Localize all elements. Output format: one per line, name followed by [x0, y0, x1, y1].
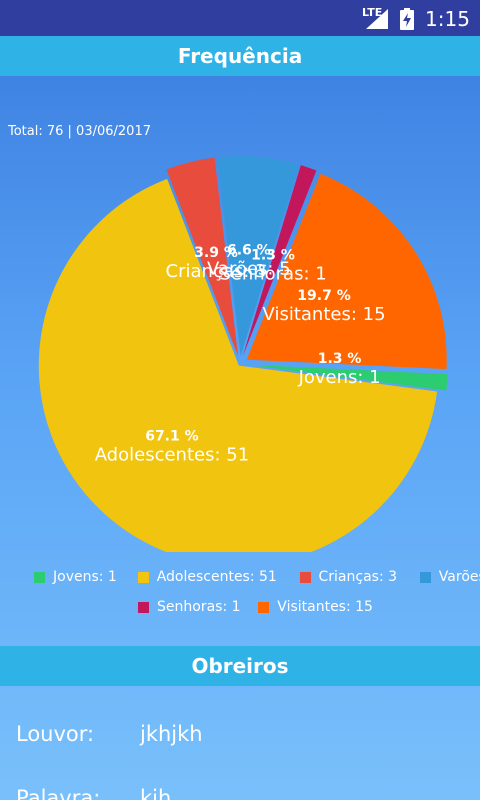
pie-value-label: Visitantes: 15 — [263, 304, 386, 325]
legend-swatch — [299, 571, 311, 583]
chart-legend: Jovens: 1 Adolescentes: 51 Crianças: 3 Varõ… — [0, 561, 480, 631]
pie-value-label: Varões: 5 — [207, 258, 291, 279]
pie-slice-adolescentes[interactable] — [38, 178, 438, 552]
legend-swatch — [137, 571, 149, 583]
pie-percent-label: 1.3 % — [318, 351, 362, 367]
pie-percent-label: 1.3 % — [251, 248, 295, 264]
status-bar: LTE 1:15 — [0, 0, 480, 36]
pie-slice-crianças[interactable] — [166, 157, 239, 357]
legend-swatch — [138, 601, 149, 613]
field-label: Louvor: — [16, 722, 95, 746]
legend-swatch — [419, 571, 431, 583]
legend-item: Jovens: 1 — [34, 569, 117, 585]
pie-slice-visitantes[interactable] — [246, 173, 447, 370]
legend-swatch — [258, 601, 270, 613]
legend-item: Visitantes: 15 — [258, 599, 373, 615]
field-louvor: Louvor: jkhjkh — [0, 722, 480, 762]
lte-indicator: LTE — [362, 6, 383, 19]
content-area[interactable]: Frequência Total: 76 | 03/06/2017 1.3 % J… — [0, 36, 480, 800]
pie-percent-label: 3.9 % — [194, 245, 238, 261]
battery-charging-icon — [400, 8, 414, 30]
pie-value-label: Senhoras: 1 — [219, 264, 326, 285]
clock: 1:15 — [425, 7, 470, 31]
field-value: jkhjkh — [140, 722, 203, 746]
pie-slice-senhoras[interactable] — [242, 165, 317, 357]
field-value: kjh — [140, 786, 172, 800]
total-summary: Total: 76 | 03/06/2017 — [8, 124, 151, 139]
pie-slice-jovens[interactable] — [247, 364, 448, 391]
pie-percent-label: 6.6 % — [227, 242, 271, 258]
pie-slice-varões[interactable] — [217, 156, 299, 357]
legend-item: Crianças: 3 — [299, 569, 398, 585]
legend-item: Adolescentes: 51 — [137, 569, 277, 585]
legend-item: Senhoras: 1 — [138, 599, 241, 615]
legend-label: Adolescentes: 51 — [156, 569, 277, 585]
legend-label: Crianças: 3 — [318, 569, 398, 585]
pie-value-label: Adolescentes: 51 — [95, 444, 249, 465]
legend-swatch — [34, 571, 45, 583]
pie-value-label: Jovens: 1 — [298, 367, 381, 388]
attendance-pie-chart[interactable]: 1.3 %Jovens: 167.1 %Adolescentes: 513.9 … — [0, 72, 480, 552]
legend-label: Jovens: 1 — [53, 569, 117, 585]
legend-label: Varões: 5 — [438, 569, 480, 585]
legend-item: Varões: 5 — [419, 569, 480, 585]
legend-label: Visitantes: 15 — [277, 599, 373, 615]
field-label: Palavra: — [16, 786, 101, 800]
field-palavra: Palavra: kjh — [0, 786, 480, 800]
section-title-obreiros: Obreiros — [0, 646, 480, 686]
pie-value-label: Crianças: 3 — [166, 261, 267, 282]
pie-percent-label: 67.1 % — [145, 428, 198, 444]
legend-label: Senhoras: 1 — [157, 599, 241, 615]
pie-percent-label: 19.7 % — [297, 288, 350, 304]
page-title: Frequência — [0, 36, 480, 76]
signal-icon — [366, 9, 388, 29]
